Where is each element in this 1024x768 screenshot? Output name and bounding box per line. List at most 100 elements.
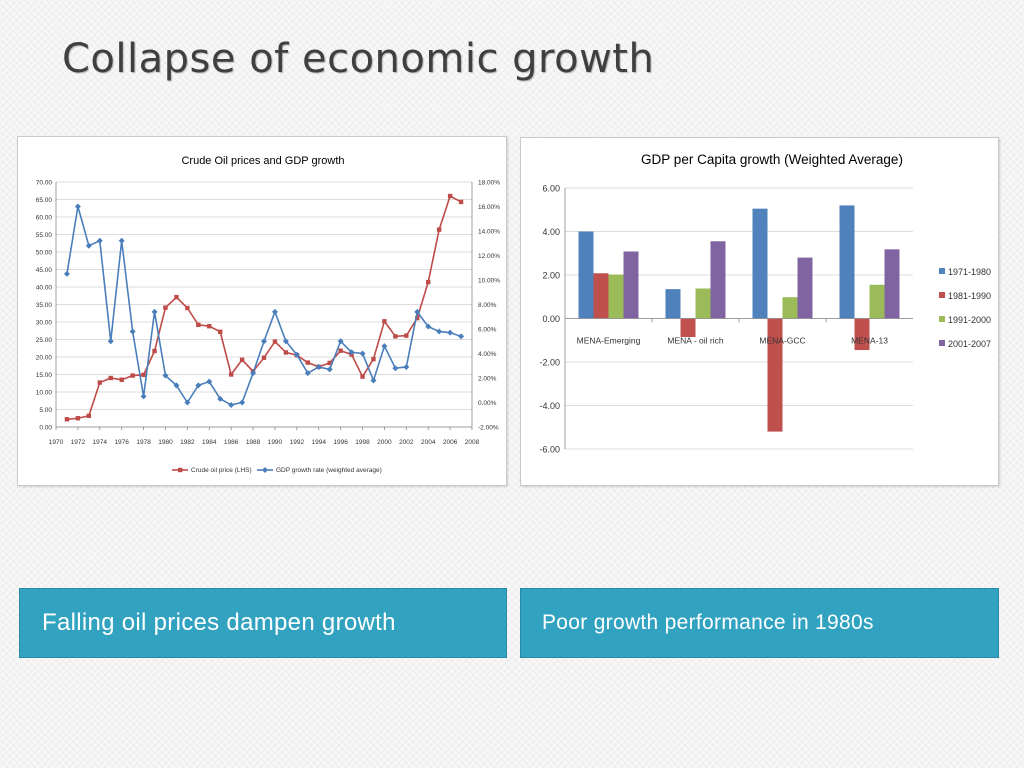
chart2-y-tick: -6.00 bbox=[539, 445, 560, 455]
chart1-x-tick: 1994 bbox=[312, 439, 327, 446]
chart2-bar bbox=[752, 208, 768, 319]
chart1-point-gdp bbox=[271, 308, 278, 315]
chart1-title: Crude Oil prices and GDP growth bbox=[181, 155, 344, 167]
chart1-point-gdp bbox=[282, 338, 289, 345]
chart1-point-oil bbox=[261, 355, 267, 360]
chart1-y-left-tick: 20.00 bbox=[36, 355, 53, 362]
chart1-point-gdp bbox=[151, 308, 158, 315]
chart2-legend-swatch bbox=[939, 316, 945, 322]
chart1-point-gdp bbox=[315, 363, 322, 370]
gdp-per-capita-bar-chart: GDP per Capita growth (Weighted Average)… bbox=[520, 137, 999, 486]
chart1-legend-label: Crude oil price (LHS) bbox=[191, 467, 252, 474]
chart1-point-gdp bbox=[118, 237, 125, 244]
chart2-bar bbox=[854, 318, 870, 351]
chart1-y-left-tick: 60.00 bbox=[36, 215, 53, 222]
chart1-point-oil bbox=[141, 372, 146, 378]
chart1-y-left-tick: 30.00 bbox=[36, 320, 53, 327]
chart1-series-line-1 bbox=[66, 206, 462, 406]
chart1-y-right-tick: 6.00% bbox=[478, 327, 497, 334]
chart1-point-oil bbox=[436, 227, 442, 232]
chart2-category-label: MENA-Emerging bbox=[577, 336, 641, 346]
chart1-point-oil bbox=[228, 372, 234, 377]
chart1-point-gdp bbox=[414, 308, 421, 315]
chart2-bar bbox=[695, 288, 711, 319]
chart1-y-right-tick: 14.00% bbox=[478, 229, 500, 236]
chart1-point-oil bbox=[119, 377, 124, 382]
chart2-legend-label: 2001-2007 bbox=[948, 339, 991, 349]
chart1-point-gdp bbox=[425, 323, 432, 330]
caption-falling-oil-prices: Falling oil prices dampen growth bbox=[19, 588, 507, 658]
chart1-y-left-tick: 70.00 bbox=[36, 180, 53, 187]
chart1-y-left-tick: 40.00 bbox=[36, 285, 53, 292]
chart2-y-tick: 4.00 bbox=[542, 227, 560, 237]
chart1-point-gdp bbox=[304, 370, 311, 377]
chart1-point-oil bbox=[426, 279, 431, 285]
chart1-x-tick: 1990 bbox=[268, 439, 283, 446]
caption-text-left: Falling oil prices dampen growth bbox=[42, 609, 396, 636]
chart1-point-gdp bbox=[326, 366, 333, 373]
chart1-y-left-tick: 55.00 bbox=[36, 232, 53, 239]
chart2-bar bbox=[608, 274, 624, 319]
chart1-x-tick: 1980 bbox=[158, 439, 173, 446]
chart1-y-right-tick: 4.00% bbox=[478, 351, 497, 358]
chart1-x-tick: 1992 bbox=[290, 439, 305, 446]
chart2-y-tick: 6.00 bbox=[542, 184, 560, 194]
chart1-point-oil bbox=[64, 417, 70, 422]
chart1-x-tick: 2008 bbox=[465, 439, 480, 446]
chart1-point-gdp bbox=[293, 351, 300, 358]
chart1-point-oil bbox=[196, 322, 201, 327]
chart1-point-gdp bbox=[392, 365, 399, 372]
chart1-y-left-tick: 45.00 bbox=[36, 267, 53, 274]
chart1-x-tick: 1978 bbox=[136, 439, 151, 446]
chart1-x-tick: 2006 bbox=[443, 439, 458, 446]
chart2-category-label: MENA-GCC bbox=[759, 336, 805, 346]
chart2-bar bbox=[710, 241, 726, 319]
chart1-point-gdp bbox=[217, 395, 224, 402]
chart1-point-gdp bbox=[348, 349, 355, 356]
oil-gdp-line-chart: Crude Oil prices and GDP growth 0.00 5.00 1… bbox=[17, 136, 507, 486]
chart1-x-tick: 1972 bbox=[71, 439, 86, 446]
chart1-point-oil bbox=[218, 329, 223, 334]
chart1-point-oil bbox=[272, 339, 278, 344]
chart1-point-oil bbox=[152, 348, 157, 354]
chart1-x-tick: 1976 bbox=[114, 439, 129, 446]
chart1-x-tick: 1998 bbox=[355, 439, 370, 446]
chart2-bar bbox=[839, 205, 855, 319]
chart1-y-right-tick: 2.00% bbox=[478, 376, 497, 383]
chart1-y-right-tick: 0.00% bbox=[478, 400, 497, 407]
chart2-bar bbox=[782, 297, 798, 319]
chart1-point-oil bbox=[447, 193, 453, 199]
chart1-y-right-tick: -2.00% bbox=[478, 425, 499, 432]
chart2-category-label: MENA-13 bbox=[851, 336, 888, 346]
caption-text-right: Poor growth performance in 1980s bbox=[542, 611, 874, 634]
chart1-point-gdp bbox=[85, 242, 92, 249]
chart1-point-oil bbox=[327, 360, 332, 366]
chart1-point-gdp bbox=[239, 399, 246, 406]
chart1-point-gdp bbox=[458, 333, 465, 340]
chart2-bar bbox=[680, 318, 696, 337]
chart1-y-left-tick: 15.00 bbox=[36, 372, 53, 379]
chart2-bar bbox=[623, 251, 639, 319]
chart1-point-gdp bbox=[107, 338, 114, 345]
chart1-y-left-tick: 10.00 bbox=[36, 390, 53, 397]
chart1-point-gdp bbox=[140, 393, 147, 400]
chart1-point-oil bbox=[130, 373, 135, 378]
chart1-point-oil bbox=[163, 305, 168, 310]
chart1-point-gdp bbox=[162, 372, 169, 379]
chart1-point-gdp bbox=[447, 329, 454, 336]
chart1-y-left-tick: 5.00 bbox=[39, 407, 52, 414]
chart2-y-tick: -4.00 bbox=[539, 401, 560, 411]
chart1-y-left-tick: 65.00 bbox=[36, 197, 53, 204]
chart1-y-right-tick: 16.00% bbox=[478, 204, 500, 211]
chart1-point-gdp bbox=[206, 378, 213, 385]
chart1-point-oil bbox=[86, 413, 92, 418]
chart1-y-left-tick: 50.00 bbox=[36, 250, 53, 257]
chart2-legend-swatch bbox=[939, 340, 945, 346]
chart1-point-oil bbox=[360, 374, 365, 379]
chart1-x-tick: 2000 bbox=[377, 439, 392, 446]
slide-title: Collapse of economic growth bbox=[62, 36, 655, 82]
chart2-y-tick: 2.00 bbox=[542, 271, 560, 281]
chart1-point-oil bbox=[458, 199, 464, 205]
chart1-point-gdp bbox=[436, 328, 443, 335]
chart2-bar bbox=[578, 231, 594, 319]
